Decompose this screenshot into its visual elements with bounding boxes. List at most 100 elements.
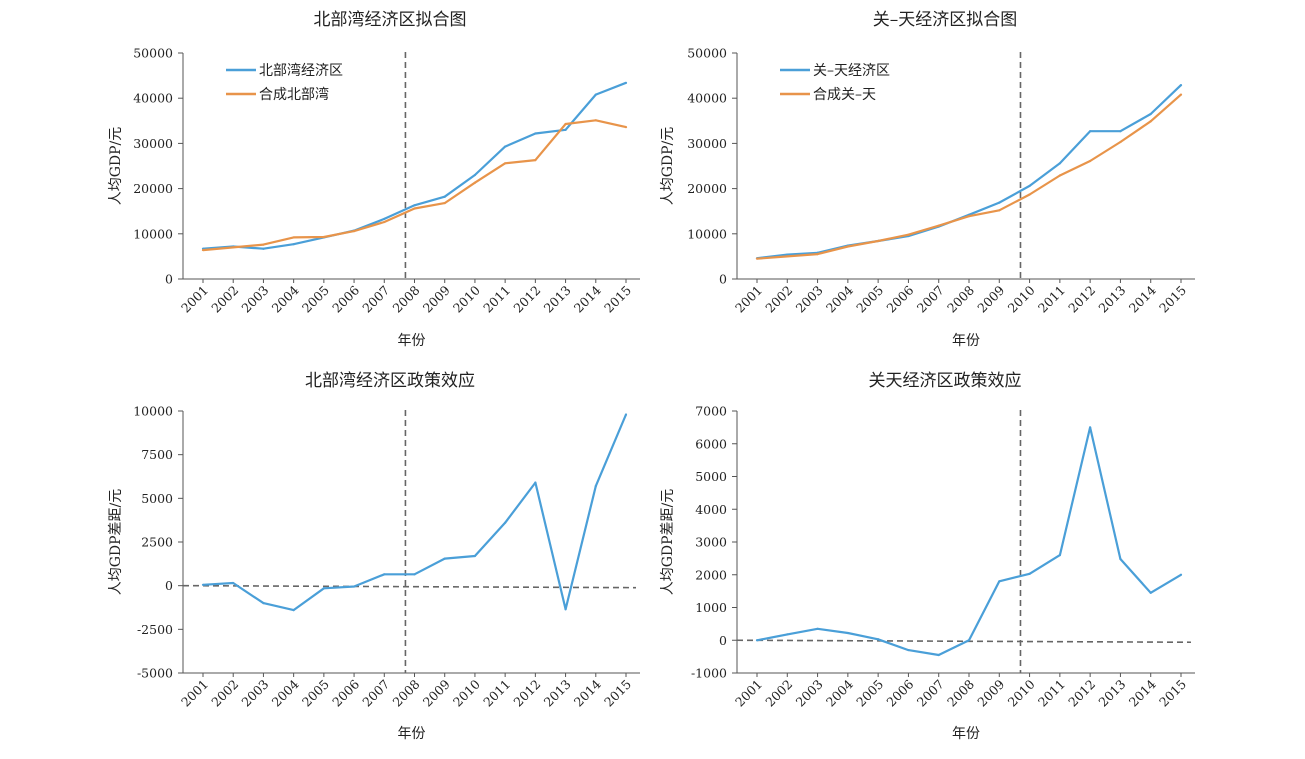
y-tick-label: 3000 xyxy=(695,535,727,550)
data-point xyxy=(383,573,386,576)
x-tick-label: 2006 xyxy=(329,676,362,709)
data-point xyxy=(504,521,507,524)
chart-panel-3: 北部湾经济区政策效应 -5000 -2500 0 2500 5000 7500 10000 20… xyxy=(108,371,640,742)
series-line-1 xyxy=(202,414,628,612)
legend-label: 关–天经济区 xyxy=(813,63,890,79)
data-point xyxy=(907,233,910,236)
x-tick-label: 2007 xyxy=(914,676,947,709)
y-axis-label: 人均GDP/元 xyxy=(108,127,124,206)
x-tick-label: 2014 xyxy=(571,676,604,709)
x-tick-label: 2012 xyxy=(510,677,543,710)
x-tick-label: 2008 xyxy=(944,676,977,709)
data-point xyxy=(1179,573,1183,576)
data-point xyxy=(534,481,537,484)
y-tick-label: 1000 xyxy=(695,600,727,615)
y-tick-label: 0 xyxy=(165,272,173,287)
x-tick-label: 2006 xyxy=(883,282,916,315)
x-tick-label: 2002 xyxy=(208,283,241,316)
x-tick-label: 2010 xyxy=(450,282,483,315)
data-point xyxy=(201,248,205,252)
x-tick-label: 2008 xyxy=(390,676,423,709)
y-axis-label: 人均GDP差距/元 xyxy=(660,489,676,596)
data-point xyxy=(998,580,1001,583)
data-point xyxy=(352,585,356,588)
chart-panel-1: 北部湾经济区拟合图0100002000030000400005000020012… xyxy=(108,10,640,349)
data-point xyxy=(624,413,628,416)
x-axis-label: 年份 xyxy=(398,333,426,349)
x-tick-label: 2011 xyxy=(480,283,513,316)
x-tick-label: 2015 xyxy=(601,677,634,710)
data-point xyxy=(937,224,940,227)
series-line-2 xyxy=(202,119,627,252)
data-point xyxy=(594,119,597,122)
data-point xyxy=(504,145,507,148)
data-point xyxy=(786,253,789,256)
data-point xyxy=(504,162,507,165)
data-point xyxy=(262,247,265,250)
data-point xyxy=(473,181,477,184)
x-tick-label: 2002 xyxy=(208,677,241,710)
data-point xyxy=(998,209,1001,212)
data-point xyxy=(564,608,567,611)
x-tick-label: 2006 xyxy=(883,676,916,709)
x-tick-label: 2015 xyxy=(1156,283,1189,316)
x-tick-label: 2004 xyxy=(269,282,302,315)
data-point xyxy=(262,602,265,605)
data-point xyxy=(816,627,819,630)
x-tick-label: 2005 xyxy=(853,677,886,710)
x-tick-label: 2005 xyxy=(299,283,332,316)
y-tick-label: 6000 xyxy=(695,436,727,451)
x-tick-label: 2009 xyxy=(974,282,1007,315)
data-point xyxy=(1149,591,1152,594)
data-point xyxy=(1119,557,1122,561)
y-axis-label: 人均GDP/元 xyxy=(660,127,676,206)
data-point xyxy=(755,257,759,260)
x-tick-label: 2003 xyxy=(238,282,271,315)
data-point xyxy=(322,587,325,590)
x-tick-label: 2014 xyxy=(571,282,604,315)
x-tick-label: 2010 xyxy=(450,676,483,709)
data-point xyxy=(624,81,628,84)
data-point xyxy=(846,631,849,635)
chart-title: 北部湾经济区拟合图 xyxy=(314,10,467,30)
x-tick-label: 2005 xyxy=(299,677,332,710)
data-point xyxy=(232,581,235,585)
data-point xyxy=(624,126,628,129)
data-point xyxy=(998,201,1001,204)
x-tick-label: 2001 xyxy=(178,677,211,710)
y-tick-label: 5000 xyxy=(141,491,173,506)
y-tick-label: 0 xyxy=(165,578,173,593)
x-tick-label: 2003 xyxy=(793,282,826,315)
data-point xyxy=(755,639,759,642)
x-tick-label: 2012 xyxy=(510,283,543,316)
chart-title: 关–天经济区拟合图 xyxy=(873,10,1018,30)
data-point xyxy=(1058,554,1061,557)
series-line-1 xyxy=(202,81,627,250)
x-tick-label: 2005 xyxy=(853,283,886,316)
x-tick-label: 2013 xyxy=(1095,676,1128,709)
data-point xyxy=(322,235,325,239)
data-point xyxy=(816,253,819,256)
data-point xyxy=(534,159,537,162)
y-tick-label: 10000 xyxy=(133,226,173,241)
data-point xyxy=(1119,140,1122,144)
series-line-2 xyxy=(756,93,1182,260)
data-point xyxy=(564,128,567,131)
y-tick-label: 20000 xyxy=(687,181,727,196)
x-tick-label: 2010 xyxy=(1005,282,1038,315)
data-point xyxy=(907,648,910,652)
data-point xyxy=(292,609,295,612)
legend-label: 北部湾经济区 xyxy=(259,62,343,79)
data-point xyxy=(443,201,446,205)
x-tick-label: 2001 xyxy=(732,283,765,316)
y-tick-label: 5000 xyxy=(695,469,727,484)
x-tick-label: 2013 xyxy=(1095,282,1128,315)
data-point xyxy=(877,638,880,641)
x-axis-label: 年份 xyxy=(398,726,426,742)
data-point xyxy=(786,633,789,636)
x-tick-label: 2009 xyxy=(974,676,1007,709)
y-tick-label: 0 xyxy=(719,633,727,648)
x-tick-label: 2004 xyxy=(823,676,856,709)
data-point xyxy=(1089,159,1092,163)
